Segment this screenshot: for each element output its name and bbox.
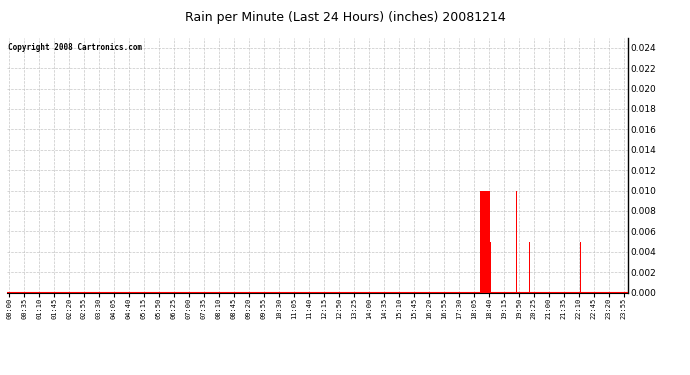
Text: Rain per Minute (Last 24 Hours) (inches) 20081214: Rain per Minute (Last 24 Hours) (inches)… — [185, 11, 505, 24]
Text: Copyright 2008 Cartronics.com: Copyright 2008 Cartronics.com — [8, 43, 142, 52]
